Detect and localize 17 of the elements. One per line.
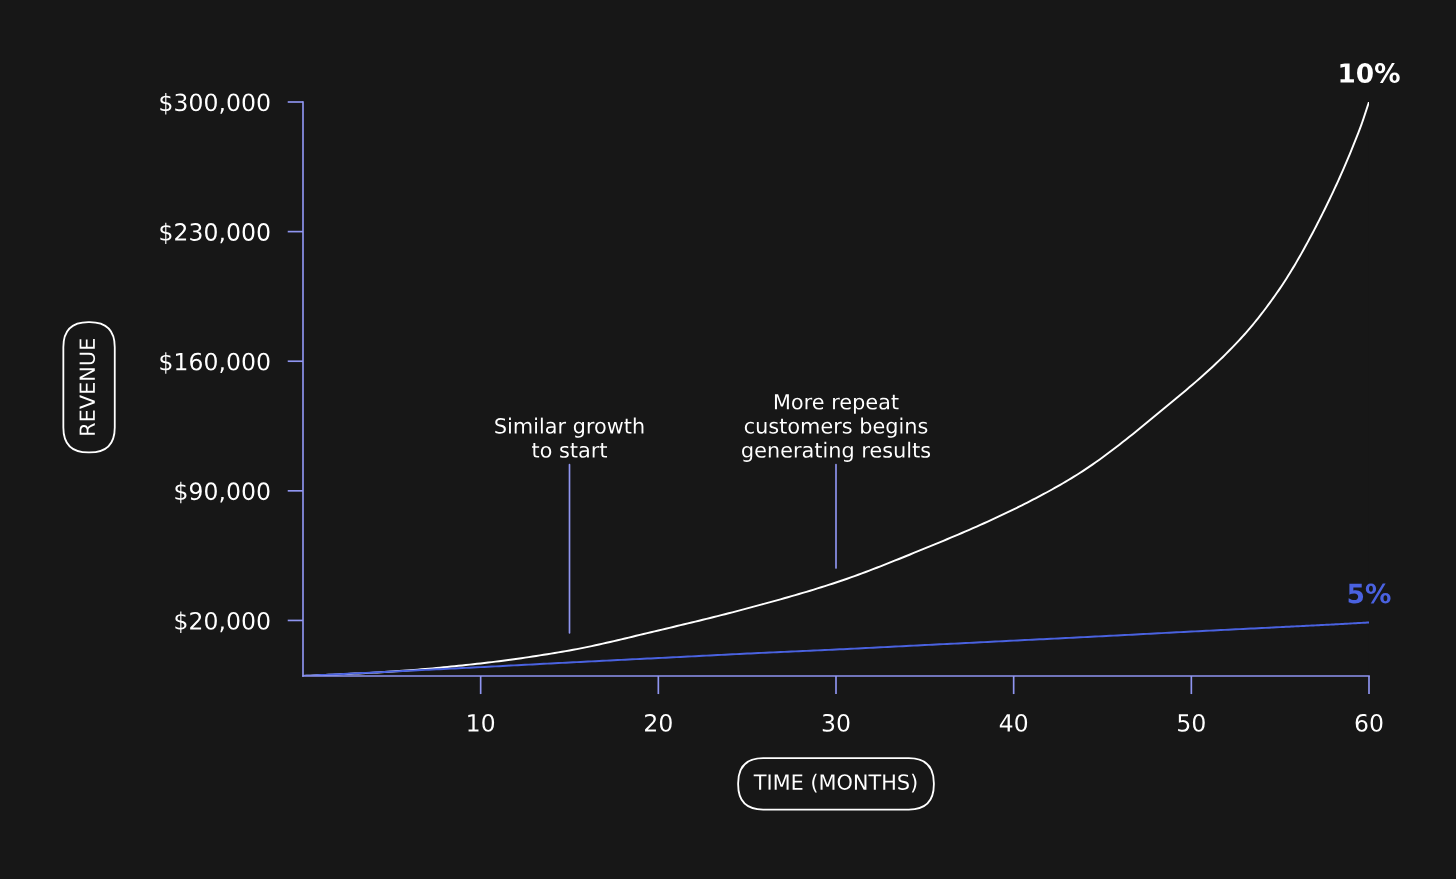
series-label: 10% <box>1340 63 1400 83</box>
x-tick-label: 50 <box>1178 713 1205 732</box>
y-tick-label: $160,000 <box>160 352 270 374</box>
y-tick-label: $230,000 <box>160 222 270 245</box>
x-tick-label: 30 <box>822 713 850 732</box>
x-tick-label: 60 <box>1355 713 1383 732</box>
y-tick-label: $300,000 <box>160 93 270 115</box>
x-tick-label: 40 <box>999 713 1028 732</box>
y-tick-label: $90,000 <box>175 481 270 504</box>
x-tick-label: 20 <box>645 713 672 732</box>
x-axis-title: TIME (MONTHS) <box>753 773 917 793</box>
annotation: More repeat customers begins generating results <box>742 394 931 462</box>
annotation: Similar growth to start <box>495 417 644 458</box>
x-tick-label: 10 <box>468 713 495 732</box>
y-tick-label: $20,000 <box>175 611 270 633</box>
y-axis-title: REVENUE <box>79 339 96 435</box>
series-label: 5% <box>1348 583 1391 604</box>
